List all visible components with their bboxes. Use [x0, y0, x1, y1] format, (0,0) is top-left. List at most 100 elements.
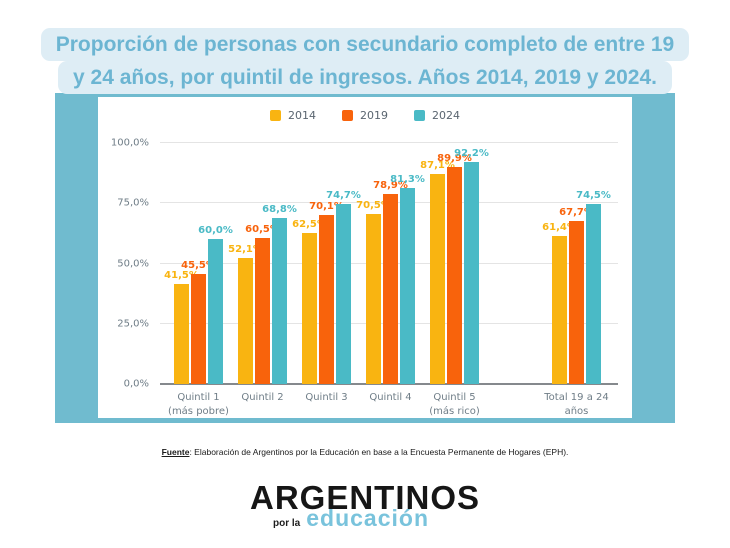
- bar-2024-4: [400, 188, 415, 384]
- gridline-100: [160, 142, 618, 143]
- x-tick-label: Quintil 1 (más pobre): [168, 391, 229, 418]
- chart-card: 2014 2019 2024 0,0% 25,0% 50,0% 75,0% 100,0% 4…: [98, 97, 632, 418]
- x-tick-label: Total 19 a 24 años: [544, 391, 608, 418]
- bar-2024-5: [464, 161, 479, 384]
- bar-2019-1: [191, 274, 206, 384]
- bar-value-label: 70,5%: [356, 200, 391, 212]
- bar-slot: 87,1%: [420, 143, 455, 384]
- legend-label: 2024: [432, 109, 460, 122]
- bar-slot: 78,9%: [373, 143, 408, 384]
- bar-slot: 74,5%: [576, 143, 611, 384]
- logo-wordmark-sub: por la educación: [273, 507, 429, 530]
- bar-slot: 68,8%: [262, 143, 297, 384]
- x-tick-label-line: Quintil 2: [241, 392, 284, 403]
- y-tick-label: 75,0%: [117, 197, 149, 209]
- bar-2014-4: [366, 214, 381, 384]
- bar-value-label: 78,9%: [373, 179, 408, 191]
- bar-value-label: 68,8%: [262, 204, 297, 216]
- bar-2024-3: [336, 203, 351, 384]
- bar-value-label: 62,5%: [292, 219, 327, 231]
- logo-wordmark-main: ARGENTINOS: [249, 479, 480, 516]
- bar-2014-6: [552, 236, 567, 384]
- x-tick-label-line: (más rico): [429, 405, 480, 417]
- bar-slot: 89,9%: [437, 143, 472, 384]
- bar-value-label: 81,3%: [390, 174, 425, 186]
- source-text: : Elaboración de Argentinos por la Educa…: [189, 447, 569, 457]
- bar-slot: 60,5%: [245, 143, 280, 384]
- bar-groups: 41,5% 45,5% 60,0% Quintil 1 (más pobre) 52,1%…: [160, 143, 618, 417]
- x-tick-label-line: Quintil 1: [177, 392, 220, 403]
- page-title-line-1: Proporción de personas con secundario co…: [40, 28, 690, 61]
- chart-legend: 2014 2019 2024: [98, 109, 632, 122]
- logo-educacion: educación: [306, 505, 429, 531]
- y-tick-label: 100,0%: [110, 137, 149, 149]
- bar-2019-5: [447, 167, 462, 384]
- bar-group-3: 62,5% 70,1% 74,7% Quintil 3: [292, 143, 361, 403]
- bar-value-label: 45,5%: [181, 260, 216, 272]
- bar-value-label: 70,1%: [309, 201, 344, 213]
- bar-slot: 92,2%: [454, 143, 489, 384]
- bar-slot: 52,1%: [228, 143, 263, 384]
- bar-value-label: 61,4%: [542, 222, 577, 234]
- x-tick-label: Quintil 5 (más rico): [429, 391, 480, 418]
- bar-group-4: 70,5% 78,9% 81,3% Quintil 4: [356, 143, 425, 403]
- bar-slot: 70,5%: [356, 143, 391, 384]
- bar-group-1: 41,5% 45,5% 60,0% Quintil 1 (más pobre): [164, 143, 233, 416]
- bar-value-label: 60,0%: [198, 225, 233, 237]
- bar-2014-1: [174, 284, 189, 384]
- bar-2024-2: [272, 218, 287, 384]
- bar-2024-1: [208, 239, 223, 384]
- argentinos-por-la-educacion-logo: ARGENTINOS por la educación: [0, 481, 730, 530]
- bar-2019-6: [569, 220, 584, 384]
- x-axis-baseline: [160, 383, 618, 385]
- bar-slot: 62,5%: [292, 143, 327, 384]
- x-tick-label-line: Quintil 4: [369, 392, 412, 403]
- bar-slot: 41,5%: [164, 143, 199, 384]
- bar-value-label: 74,7%: [326, 189, 361, 201]
- bar-slot: 61,4%: [542, 143, 577, 384]
- x-tick-label-line: años: [564, 405, 589, 417]
- x-tick-label-line: Quintil 3: [305, 392, 348, 403]
- legend-label: 2019: [360, 109, 388, 122]
- legend-item-2024: 2024: [414, 109, 460, 122]
- bar-group-2: 52,1% 60,5% 68,8% Quintil 2: [228, 143, 297, 403]
- bar-slot: 45,5%: [181, 143, 216, 384]
- x-tick-label-line: Quintil 5: [433, 392, 476, 403]
- x-tick-label-line: (más pobre): [168, 405, 229, 417]
- bar-2024-6: [586, 204, 601, 384]
- bar-group-5: 87,1% 89,9% 92,2% Quintil 5 (más rico): [420, 143, 489, 417]
- bar-2014-5: [430, 174, 445, 384]
- bar-value-label: 41,5%: [164, 270, 199, 281]
- bar-2014-3: [302, 233, 317, 384]
- x-tick-label-line: Total 19 a 24: [544, 392, 609, 403]
- x-tick-label: Quintil 2: [241, 391, 283, 405]
- plot-area: 41,5% 45,5% 60,0% Quintil 1 (más pobre) 52,1%…: [160, 142, 618, 417]
- bar-value-label: 87,1%: [420, 160, 455, 172]
- bar-slot: 74,7%: [326, 143, 361, 384]
- source-label: Fuente: [161, 447, 190, 457]
- bar-value-label: 60,5%: [245, 224, 280, 236]
- bar-value-label: 52,1%: [228, 244, 263, 256]
- bar-2014-2: [238, 258, 253, 384]
- legend-label: 2014: [288, 109, 316, 122]
- y-tick-label: 0,0%: [123, 378, 149, 390]
- source-note: Fuente: Elaboración de Argentinos por la…: [0, 447, 730, 457]
- legend-item-2019: 2019: [342, 109, 388, 122]
- bar-value-label: 92,2%: [454, 147, 489, 159]
- page-title-line-2: y 24 años, por quintil de ingresos. Años…: [58, 61, 672, 94]
- bar-2019-2: [255, 238, 270, 384]
- bar-value-label: 74,5%: [576, 190, 611, 202]
- legend-item-2014: 2014: [270, 109, 316, 122]
- bar-value-label: 67,7%: [559, 206, 594, 218]
- legend-swatch-2014: [270, 110, 281, 121]
- bar-slot: 60,0%: [198, 143, 233, 384]
- x-tick-label: Quintil 4: [369, 391, 411, 405]
- logo-por-la: por la: [273, 518, 301, 529]
- y-tick-label: 50,0%: [117, 258, 149, 269]
- bar-slot: 81,3%: [390, 143, 425, 384]
- page-title: Proporción de personas con secundario co…: [0, 28, 730, 94]
- x-tick-label: Quintil 3: [305, 391, 347, 405]
- y-tick-label: 25,0%: [117, 318, 149, 330]
- legend-swatch-2024: [414, 110, 425, 121]
